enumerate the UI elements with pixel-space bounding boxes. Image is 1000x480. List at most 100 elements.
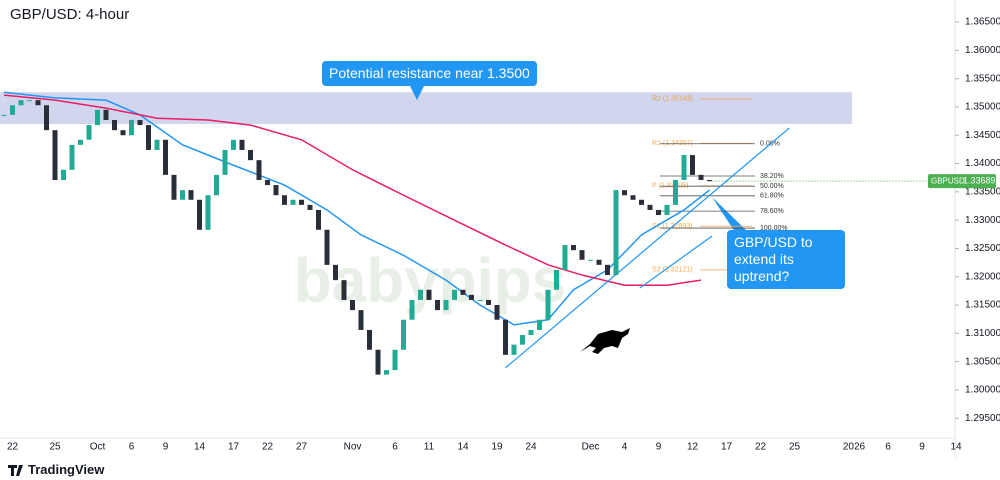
y-tick-label: 1.34000: [965, 158, 1000, 169]
x-tick-label: 4: [622, 442, 628, 453]
candle: [503, 319, 508, 355]
x-tick-label: 14: [457, 442, 469, 453]
candle: [384, 370, 389, 375]
candle: [622, 190, 627, 196]
x-tick-label: 22: [262, 442, 274, 453]
candle: [44, 105, 49, 131]
x-tick-label: Nov: [344, 442, 362, 453]
candle: [350, 299, 355, 311]
candle: [486, 299, 491, 306]
candle: [630, 195, 636, 200]
y-tick-label: 1.35000: [965, 102, 1000, 113]
y-tick-label: 1.36500: [965, 17, 1000, 28]
candle: [477, 299, 483, 301]
y-tick-label: 1.31500: [965, 300, 1000, 311]
callout-pointer: [712, 197, 748, 232]
candle: [282, 195, 287, 205]
x-tick-label: 19: [491, 442, 503, 453]
candle: [698, 174, 704, 180]
candle: [511, 344, 517, 355]
candle: [673, 179, 678, 205]
candle: [690, 155, 695, 175]
fib-label: 78.60%: [760, 208, 784, 215]
candle: [469, 294, 474, 300]
last-price-name: GBPUSD: [931, 176, 965, 185]
x-tick-label: 25: [49, 442, 61, 453]
candle: [647, 204, 653, 210]
candle: [137, 119, 143, 126]
candle: [18, 100, 24, 106]
candle: [61, 169, 66, 180]
candle: [392, 349, 398, 371]
candle: [180, 190, 185, 200]
x-tick-label: 11: [424, 442, 435, 453]
x-tick-label: 6: [885, 442, 891, 453]
candle: [154, 139, 160, 150]
x-tick-label: 22: [7, 442, 19, 453]
candle: [375, 349, 381, 375]
candle: [69, 144, 75, 170]
x-tick-label: 24: [525, 442, 537, 453]
candle: [129, 119, 134, 136]
candle: [112, 119, 117, 131]
x-tick-label: 17: [228, 442, 240, 453]
candle: [435, 299, 440, 311]
candle: [664, 204, 670, 216]
candle: [452, 289, 457, 300]
candle: [256, 160, 262, 180]
candle: [656, 209, 661, 216]
candle: [358, 310, 364, 330]
candle: [214, 174, 219, 196]
candle: [545, 289, 551, 320]
candle: [231, 139, 236, 150]
x-tick-label: 27: [296, 442, 308, 453]
watermark: babypips: [294, 246, 566, 315]
candle: [324, 229, 330, 265]
candle: [188, 190, 194, 200]
candle: [418, 289, 423, 300]
x-tick-label: 9: [656, 442, 662, 453]
moving-average: [3, 94, 702, 286]
candle: [596, 259, 602, 265]
pivot-label: S2 (1.32121): [652, 267, 692, 274]
candle: [333, 264, 338, 281]
annotation: GBP/USD to extend its uptrend?: [727, 230, 845, 289]
candle: [197, 199, 202, 230]
candle: [562, 245, 568, 270]
x-tick-label: 6: [392, 442, 398, 453]
y-tick-label: 1.36000: [965, 45, 1000, 56]
x-tick-label: 6: [129, 442, 135, 453]
y-tick-label: 1.30500: [965, 356, 1000, 367]
fib-label: 38.20%: [760, 173, 784, 180]
candle: [273, 185, 279, 196]
x-tick-label: Oct: [90, 442, 106, 453]
candle: [639, 199, 644, 205]
y-tick-label: 1.31000: [965, 328, 1000, 339]
x-tick-label: 2026: [843, 442, 866, 453]
candle: [460, 289, 466, 295]
candle: [528, 329, 534, 336]
candle: [426, 289, 432, 300]
x-tick-label: 9: [919, 442, 925, 453]
candle: [299, 199, 304, 205]
candle: [307, 204, 313, 210]
candle: [537, 319, 542, 330]
candle: [316, 209, 321, 230]
callout-pointer: [410, 86, 424, 100]
fib-label: 61.80%: [760, 193, 784, 200]
candle: [120, 130, 126, 136]
y-tick-label: 1.35500: [965, 73, 1000, 84]
x-tick-label: 12: [687, 442, 699, 453]
candle: [707, 179, 712, 182]
x-tick-label: 17: [721, 442, 733, 453]
candle: [265, 179, 270, 186]
y-tick-label: 1.33000: [965, 215, 1000, 226]
y-tick-label: 1.30000: [965, 385, 1000, 396]
candle: [205, 195, 211, 230]
candle: [171, 174, 177, 200]
bull-icon: [580, 328, 630, 354]
candle: [239, 139, 245, 150]
fib-label: 100.00%: [760, 225, 788, 232]
candle: [10, 105, 15, 115]
candle: [163, 139, 168, 175]
